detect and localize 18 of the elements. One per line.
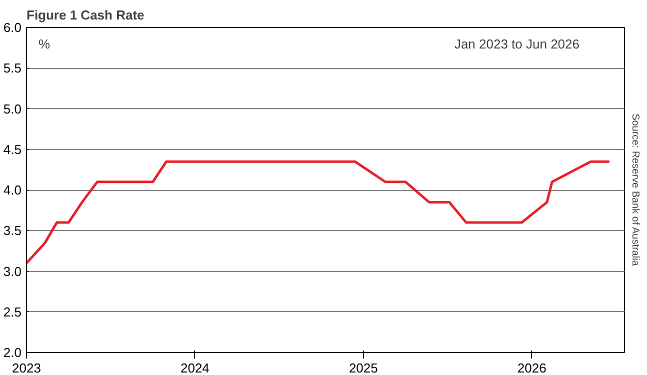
line-series [26, 160, 611, 264]
y-axis-title: % [38, 36, 50, 52]
y-tick-label: 4.5 [3, 142, 22, 157]
x-tick-label: 2025 [348, 360, 378, 375]
x-tick-label: 2024 [180, 360, 210, 375]
chart-title: Figure 1 Cash Rate [26, 8, 144, 22]
y-tick-label: 2.0 [3, 345, 22, 360]
x-tick-label: 2026 [517, 360, 546, 375]
y-tick-label: 3.5 [3, 223, 22, 238]
y-tick-label: 5.5 [3, 60, 22, 76]
y-tick-label: 3.0 [3, 264, 22, 279]
y-tick-label: 4.0 [3, 182, 22, 198]
y-tick-label: 2.5 [3, 304, 22, 320]
x-tick-label: 2023 [12, 360, 41, 375]
y-tick-label: 5.0 [3, 101, 22, 116]
annotation: Jan 2023 to Jun 2026 [454, 36, 580, 52]
y-tick-label: 6.0 [3, 20, 22, 35]
source-note: Source: Reserve Bank of Australia [630, 114, 640, 266]
